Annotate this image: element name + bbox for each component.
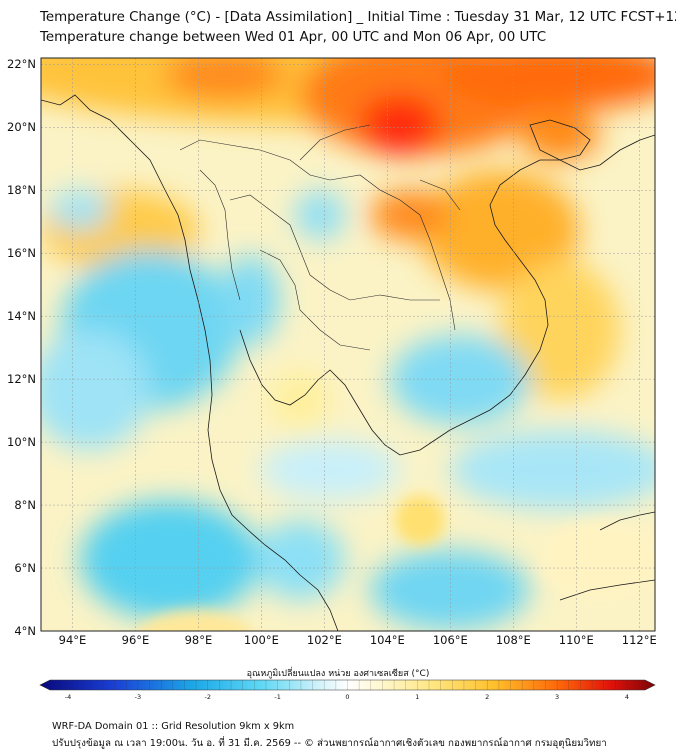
colorbar-tick-label: -2 (204, 693, 211, 701)
gridlines (41, 58, 655, 632)
lon-label: 100°E (243, 633, 279, 647)
colorbar-tick-label: 0 (345, 693, 350, 701)
colorbar-tick-label: -3 (134, 693, 142, 701)
colorbar-tick-label: 3 (555, 693, 560, 701)
lat-label: 12°N (7, 372, 36, 387)
lat-label: 22°N (7, 57, 36, 72)
lat-label: 6°N (14, 561, 36, 576)
lat-label: 10°N (7, 435, 36, 450)
colorbar-tick-label: 2 (485, 693, 490, 701)
plot-frame (40, 57, 656, 632)
footer-model-info: WRF-DA Domain 01 :: Grid Resolution 9km … (52, 721, 295, 732)
colorbar-tick-label: 1 (415, 693, 420, 701)
colorbar (39, 679, 656, 691)
lat-label: 20°N (7, 120, 36, 135)
lon-label: 108°E (495, 633, 531, 647)
lon-label: 98°E (184, 633, 213, 647)
colorbar-tick-label: -4 (64, 693, 72, 701)
lon-label: 94°E (58, 633, 87, 647)
colorbar-ticks (67, 680, 628, 690)
lon-label: 102°E (306, 633, 342, 647)
chart-title: Temperature Change (°C) - [Data Assimila… (40, 10, 676, 25)
coastlines (41, 94, 655, 631)
temperature-field (41, 58, 655, 631)
lat-label: 4°N (14, 624, 36, 638)
borders (179, 124, 461, 351)
lat-label: 14°N (7, 309, 36, 324)
lon-label: 104°E (369, 633, 405, 647)
lat-label: 16°N (7, 246, 36, 261)
lon-label: 112°E (621, 633, 657, 647)
chart-subtitle: Temperature change between Wed 01 Apr, 0… (40, 30, 547, 45)
colorbar-tick-label: 4 (624, 693, 630, 701)
lon-label: 110°E (558, 633, 594, 647)
footer-update-info: ปรับปรุงข้อมูล ณ เวลา 19:00น. วัน อ. ที่… (52, 738, 607, 749)
lon-label: 106°E (432, 633, 468, 647)
lon-label: 96°E (121, 633, 150, 647)
lat-label: 18°N (7, 183, 36, 198)
lat-label: 8°N (14, 498, 36, 513)
colorbar-title: อุณหภูมิเปลี่ยนแปลง หน่วย องศาเซลเซียส (… (246, 669, 430, 679)
colorbar-tick-label: -1 (274, 693, 281, 701)
